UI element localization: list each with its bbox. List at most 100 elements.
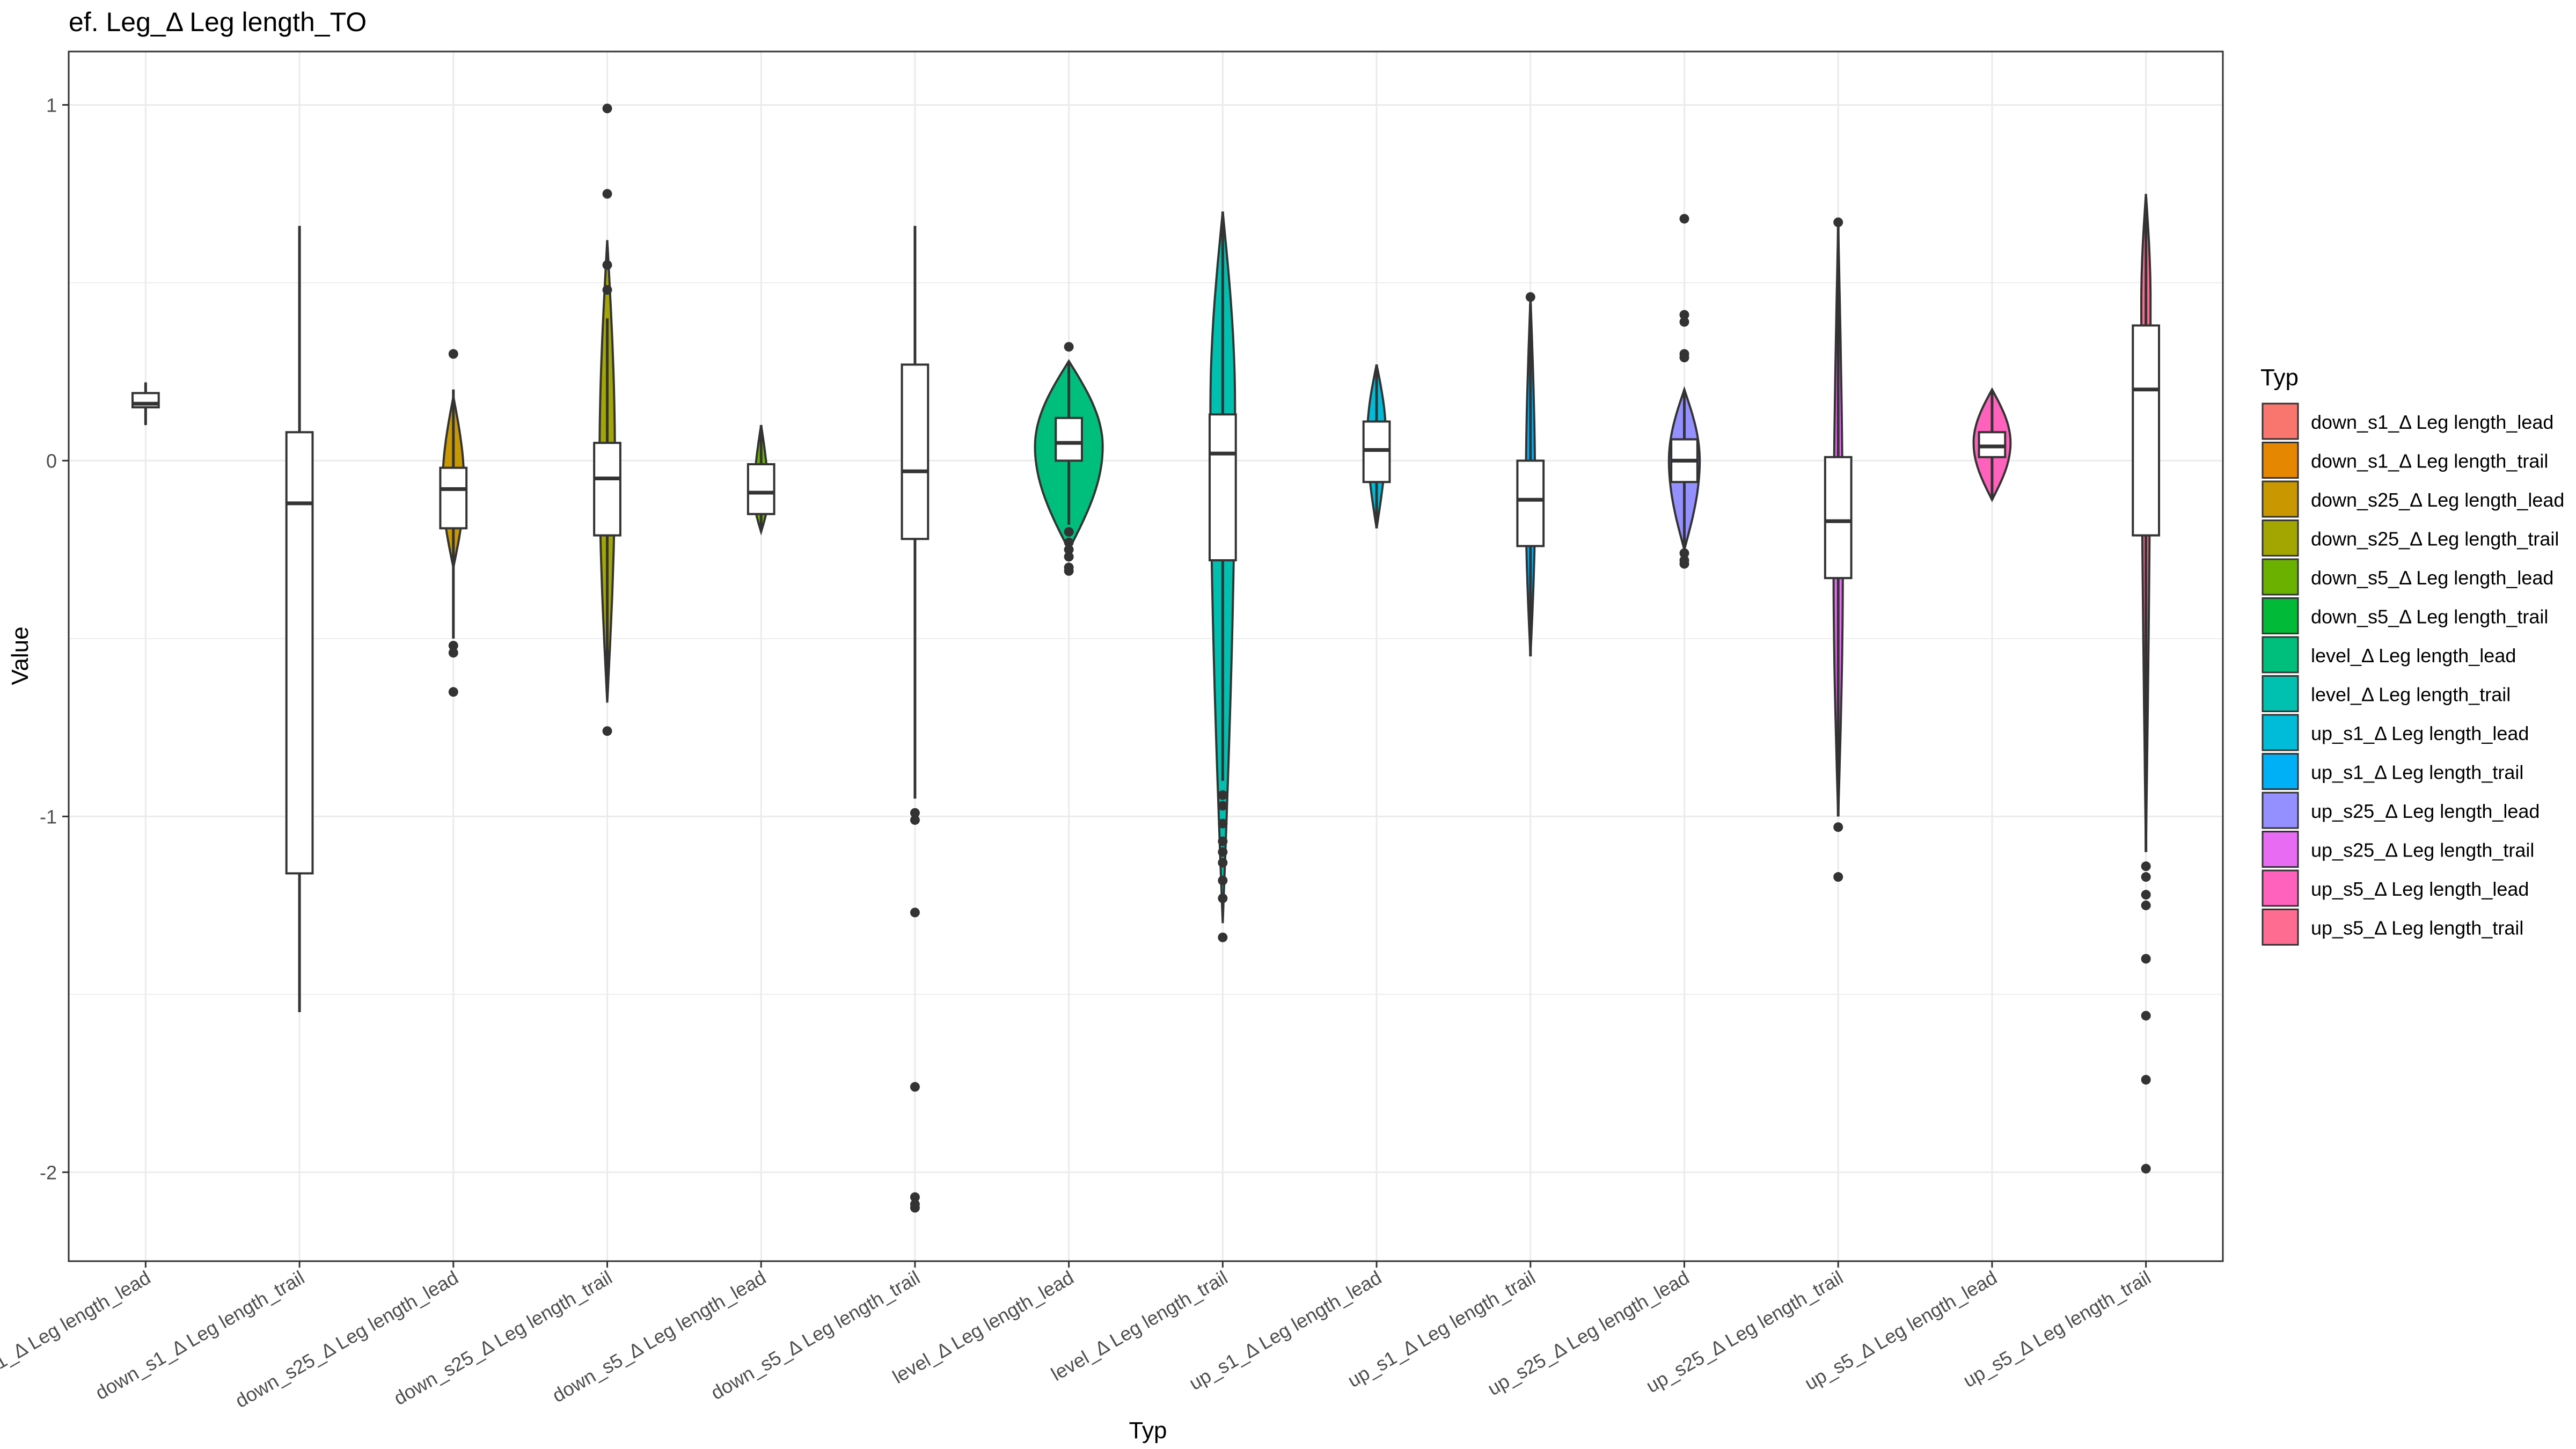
x-axis-label: Typ <box>1129 1417 1167 1444</box>
outlier-point <box>1218 801 1228 811</box>
outlier-point <box>1218 818 1228 829</box>
box-iqr <box>593 442 621 537</box>
legend-swatch <box>2262 869 2299 907</box>
outlier-point <box>602 285 612 295</box>
legend-label: level_Δ Leg length_lead <box>2311 645 2516 667</box>
legend-label: down_s25_Δ Leg length_trail <box>2311 528 2559 550</box>
legend-swatch <box>2262 636 2299 674</box>
outlier-point <box>602 726 612 736</box>
box-iqr <box>1824 456 1853 580</box>
legend-swatch <box>2262 442 2299 479</box>
legend-label: up_s25_Δ Leg length_trail <box>2311 839 2534 861</box>
violin-group <box>131 382 160 426</box>
outlier-point <box>1064 342 1074 352</box>
outlier-point <box>1525 292 1535 302</box>
outlier-point <box>1218 875 1228 885</box>
legend-title: Typ <box>2260 364 2299 391</box>
y-tick-label: -1 <box>40 806 57 828</box>
outlier-point <box>2141 1011 2151 1021</box>
box-iqr <box>285 431 314 875</box>
legend-label: up_s1_Δ Leg length_trail <box>2311 762 2523 784</box>
box-iqr <box>1055 416 1084 462</box>
outlier-point <box>602 260 612 270</box>
legend-label: up_s5_Δ Leg length_lead <box>2311 878 2529 900</box>
plot-background <box>69 52 2223 1261</box>
outlier-point <box>448 641 458 651</box>
outlier-point <box>2141 1074 2151 1085</box>
legend-label: down_s25_Δ Leg length_lead <box>2311 489 2564 511</box>
legend-label: down_s1_Δ Leg length_trail <box>2311 450 2548 472</box>
violin-group <box>1208 211 1237 942</box>
outlier-point <box>1064 552 1074 562</box>
y-tick-label: -2 <box>40 1161 57 1183</box>
y-axis-label: Value <box>7 626 33 685</box>
outlier-point <box>910 1082 920 1092</box>
outlier-point <box>1679 317 1689 327</box>
y-tick-label: 1 <box>46 94 57 116</box>
y-tick-label: 0 <box>46 450 57 472</box>
violin-group <box>1034 342 1104 576</box>
outlier-point <box>1218 858 1228 868</box>
outlier-point <box>2141 861 2151 872</box>
outlier-point <box>1218 847 1228 857</box>
plot-border <box>68 50 2224 1262</box>
box-iqr <box>1208 413 1237 562</box>
outlier-point <box>1064 537 1074 547</box>
legend-label: up_s5_Δ Leg length_trail <box>2311 917 2523 939</box>
violin-group <box>1667 214 1701 569</box>
legend-swatch <box>2262 480 2299 518</box>
violin-group <box>1516 292 1545 657</box>
legend-swatch <box>2262 714 2299 751</box>
violin-group <box>2132 194 2161 1174</box>
outlier-point <box>1679 214 1689 224</box>
outlier-point <box>448 349 458 359</box>
legend-label: down_s1_Δ Leg length_lead <box>2311 411 2553 433</box>
outlier-point <box>602 189 612 199</box>
outlier-point <box>2141 890 2151 900</box>
outlier-point <box>1679 353 1689 363</box>
outlier-point <box>910 808 920 818</box>
chart-title: ef. Leg_Δ Leg length_TO <box>69 7 367 37</box>
outlier-point <box>2141 872 2151 882</box>
outlier-point <box>910 1192 920 1202</box>
legend-swatch <box>2262 402 2299 440</box>
legend-swatch <box>2262 792 2299 829</box>
violin-group <box>747 425 775 536</box>
box-iqr <box>901 363 930 540</box>
outlier-point <box>1833 217 1843 228</box>
legend-swatch <box>2262 831 2299 868</box>
legend-label: up_s1_Δ Leg length_lead <box>2311 722 2529 744</box>
outlier-point <box>448 648 458 658</box>
violin-group <box>1362 364 1391 529</box>
legend-swatch <box>2262 519 2299 557</box>
outlier-point <box>448 687 458 697</box>
violin-group <box>439 349 468 697</box>
outlier-point <box>1064 526 1074 537</box>
box-iqr <box>747 463 775 515</box>
outlier-point <box>1218 932 1228 942</box>
outlier-point <box>1833 872 1843 882</box>
violin-group <box>1972 387 2012 502</box>
outlier-point <box>1218 836 1228 846</box>
outlier-point <box>1064 566 1074 576</box>
outlier-point <box>602 104 612 114</box>
outlier-point <box>1218 790 1228 800</box>
legend-label: down_s5_Δ Leg length_trail <box>2311 606 2548 628</box>
legend-swatch <box>2262 909 2299 946</box>
violin-group <box>285 225 314 1012</box>
legend-swatch <box>2262 675 2299 712</box>
outlier-point <box>910 815 920 825</box>
legend-label: down_s5_Δ Leg length_lead <box>2311 567 2553 589</box>
outlier-point <box>2141 901 2151 911</box>
legend: Typ down_s1_Δ Leg length_lead down_s1_Δ L… <box>2260 364 2564 946</box>
box-iqr <box>2132 324 2161 537</box>
violin-group <box>593 104 621 736</box>
outlier-point <box>1218 893 1228 903</box>
legend-swatch <box>2262 597 2299 634</box>
outlier-point <box>1679 548 1689 558</box>
outlier-point <box>1064 545 1074 555</box>
outlier-point <box>910 1203 920 1213</box>
legend-label: up_s25_Δ Leg length_lead <box>2311 800 2540 822</box>
